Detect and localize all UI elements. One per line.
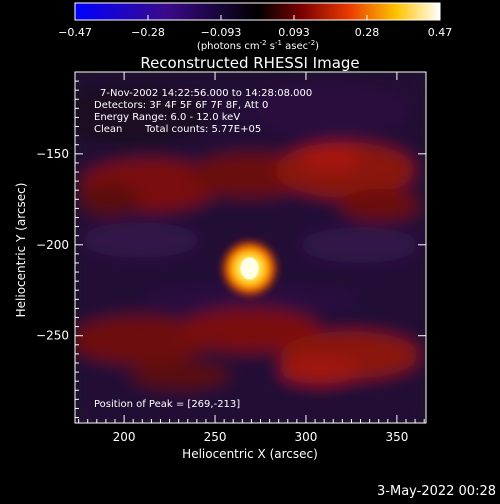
energy-range-text: Energy Range: 6.0 - 12.0 keV <box>94 112 240 123</box>
x-tick-label: 250 <box>204 430 227 444</box>
time-range-text: 7-Nov-2002 14:22:56.000 to 14:28:08.000 <box>100 88 312 99</box>
colorbar-tick-label: −0.093 <box>201 26 242 39</box>
colorbar-tick-label: −0.28 <box>131 26 165 39</box>
total-counts-text: Total counts: 5.77E+05 <box>144 124 261 135</box>
annotations: 7-Nov-2002 14:22:56.000 to 14:28:08.000 … <box>94 88 312 410</box>
x-tick-label: 350 <box>385 430 408 444</box>
footer-date: 3-May-2022 00:28 <box>377 484 496 499</box>
x-axis-label: Heliocentric X (arcsec) <box>182 447 318 461</box>
chart-title: Reconstructed RHESSI Image <box>140 54 359 72</box>
peak-core <box>240 257 259 280</box>
colorbar-tick-label: −0.47 <box>58 26 92 39</box>
y-tick-label: −250 <box>36 329 69 343</box>
plot-frame <box>74 71 427 424</box>
detectors-text: Detectors: 3F 4F 5F 6F 7F 8F, Att 0 <box>94 100 268 111</box>
heatmap-image <box>75 72 426 423</box>
colorbar-tick-label: 0.093 <box>278 26 310 39</box>
colorbar-tick-label: 0.47 <box>428 26 453 39</box>
colorbar: −0.47 −0.28 −0.093 0.093 0.28 0.47 (photons c… <box>58 2 453 52</box>
y-tick-label: −200 <box>36 238 69 252</box>
colorbar-tick-label: 0.28 <box>355 26 380 39</box>
x-tick-label: 300 <box>295 430 318 444</box>
colorbar-unit-label: (photons cm-2 s-1 asec-2) <box>197 39 319 52</box>
y-axis-label: Heliocentric Y (arcsec) <box>14 183 28 318</box>
y-tick-label: −150 <box>36 147 69 161</box>
x-tick-label: 200 <box>113 430 136 444</box>
colorbar-gradient <box>74 2 441 21</box>
heatmap-structure <box>75 72 426 423</box>
peak-position-text: Position of Peak = [269,-213] <box>94 399 240 410</box>
axis-ticks: 200 250 300 350 −250 −200 −150 <box>36 71 426 444</box>
clean-label: Clean <box>94 124 122 135</box>
